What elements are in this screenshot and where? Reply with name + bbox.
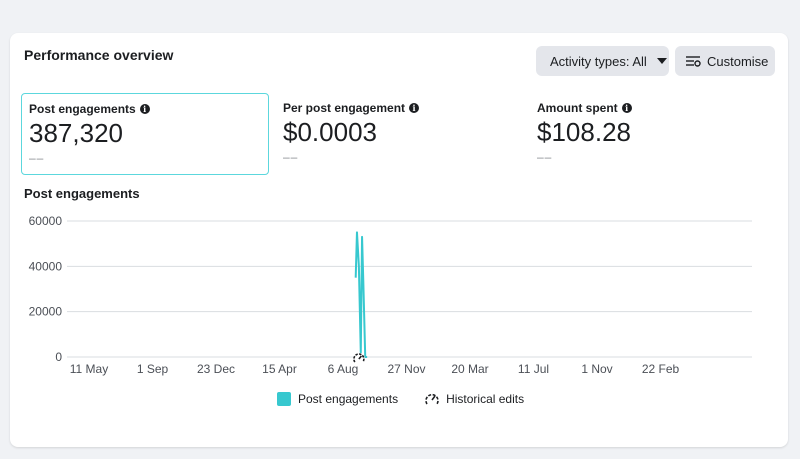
metric-compare: –– [29, 151, 45, 165]
y-tick-label: 60000 [29, 214, 63, 228]
info-icon[interactable]: i [139, 104, 150, 114]
x-tick-label: 6 Aug [328, 362, 359, 376]
x-tick-label: 15 Apr [262, 362, 297, 376]
metric-amount-spent[interactable]: Amount spent i $108.28 –– [530, 93, 778, 175]
metric-per-post-engagement[interactable]: Per post engagement i $0.0003 –– [276, 93, 524, 175]
y-tick-label: 40000 [29, 259, 63, 273]
y-tick-label: 20000 [29, 305, 63, 319]
metric-value: $108.28 [537, 117, 631, 147]
sliders-icon [686, 56, 701, 67]
x-tick-label: 22 Feb [642, 362, 680, 376]
x-tick-label: 20 Mar [451, 362, 488, 376]
metric-compare: –– [537, 150, 553, 164]
chevron-down-icon [656, 58, 667, 64]
historical-edit-marker-needle [358, 355, 362, 360]
historical-edit-marker [353, 353, 365, 363]
legend-item-historical-edits[interactable]: Historical edits [424, 392, 524, 406]
activity-types-label: Activity types: All [550, 53, 647, 69]
chart-title: Post engagements [24, 186, 140, 201]
metric-value: 387,320 [29, 118, 123, 148]
legend-label: Post engagements [298, 392, 399, 406]
info-icon[interactable]: i [621, 103, 632, 113]
x-tick-label: 1 Nov [581, 362, 612, 376]
legend-label: Historical edits [446, 392, 525, 406]
metric-label: Post engagements [29, 102, 136, 116]
x-tick-label: 27 Nov [387, 362, 425, 376]
x-tick-label: 11 Jul [518, 362, 549, 376]
x-tick-label: 1 Sep [137, 362, 169, 376]
series-line [354, 231, 368, 358]
card-title: Performance overview [24, 47, 174, 63]
legend-item-post-engagements[interactable]: Post engagements [277, 392, 398, 406]
metric-label: Amount spent [537, 101, 618, 115]
metric-post-engagements[interactable]: Post engagements i 387,320 –– [21, 93, 269, 175]
info-icon[interactable]: i [409, 103, 420, 113]
metric-compare: –– [283, 150, 299, 164]
gauge-icon [425, 393, 439, 405]
metric-label: Per post engagement [283, 101, 406, 115]
y-tick-label: 0 [55, 350, 62, 364]
activity-types-dropdown[interactable]: Activity types: All [536, 46, 669, 76]
post-engagements-chart: 0 20000 40000 60000 11 May 1 Sep 23 Dec 15 Apr 6… [29, 214, 752, 376]
metric-value: $0.0003 [283, 117, 377, 147]
chart-legend: Post engagements Historical edits [277, 392, 550, 406]
customise-button[interactable]: Customise [675, 46, 775, 76]
x-tick-label: 23 Dec [197, 362, 235, 376]
x-tick-label: 11 May [70, 362, 108, 376]
performance-overview-card: Performance overview Activity types: All… [10, 33, 788, 447]
customise-label: Customise [707, 53, 769, 69]
legend-swatch [277, 392, 291, 406]
